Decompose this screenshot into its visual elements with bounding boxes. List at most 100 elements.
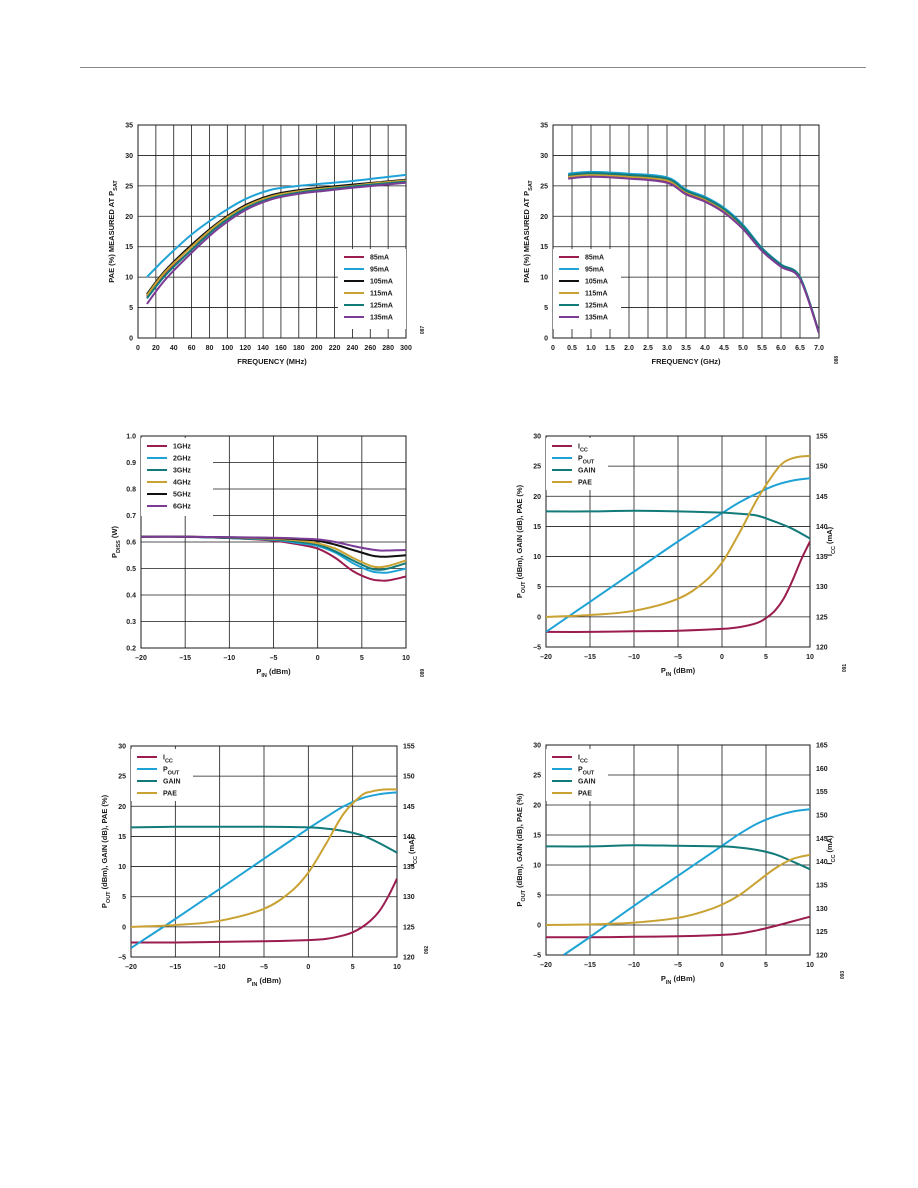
legend-label: 4GHz [173, 480, 191, 487]
y-tick-label: 20 [118, 804, 126, 811]
x-tick-label: 0.5 [567, 345, 577, 352]
legend-label: 6GHz [173, 504, 191, 511]
x-tick-label: 0 [316, 655, 320, 662]
x-tick-label: 6.0 [776, 345, 786, 352]
x-axis-label: PIN (dBm) [247, 976, 282, 988]
y-tick-label: 0.8 [126, 487, 136, 494]
y-axis-label: PAE (%) MEASURED AT PSAT [522, 180, 534, 283]
y-axis-label: POUT (dBm), GAIN (dB), PAE (%) [515, 484, 527, 598]
legend-label: POUT [578, 767, 595, 777]
figure-code: 092 [424, 946, 430, 955]
y2-tick-label: 120 [816, 645, 828, 652]
y2-tick-label: 140 [816, 859, 828, 866]
legend-label: GAIN [578, 779, 596, 786]
y-tick-label: 20 [533, 494, 541, 501]
legend-label: 135mA [370, 315, 393, 322]
x-tick-label: 10 [806, 654, 814, 661]
legend-box [338, 249, 406, 329]
y-tick-label: 0 [537, 923, 541, 930]
x-tick-label: 5.5 [757, 345, 767, 352]
y-tick-label: 10 [533, 863, 541, 870]
legend-label: 1GHz [173, 444, 191, 451]
y-tick-label: –5 [533, 645, 541, 652]
x-tick-label: 300 [400, 345, 412, 352]
series-line-pae [546, 454, 810, 618]
y-tick-label: 25 [125, 183, 133, 190]
x-axis-label: PIN (dBm) [661, 666, 696, 678]
x-tick-label: 0 [551, 345, 555, 352]
x-tick-label: 220 [329, 345, 341, 352]
x-tick-label: 1.5 [605, 345, 615, 352]
y-tick-label: 5 [537, 893, 541, 900]
legend-label: ICC [163, 755, 173, 765]
x-tick-label: –20 [540, 654, 552, 661]
y2-axis-label: ICC (mA) [825, 526, 837, 556]
figure-code: 088 [834, 356, 840, 365]
legend-box [553, 249, 621, 329]
series-line-pout [131, 791, 397, 949]
y2-tick-label: 130 [403, 894, 415, 901]
legend-label: 115mA [370, 291, 393, 298]
x-tick-label: –15 [584, 962, 596, 969]
x-tick-label: 5 [764, 654, 768, 661]
x-axis-label: FREQUENCY (MHz) [237, 357, 307, 366]
y-tick-label: 0.7 [126, 513, 136, 520]
y-tick-label: 0.5 [126, 566, 136, 573]
x-tick-label: 2.0 [624, 345, 634, 352]
series-line-icc [546, 541, 810, 633]
y-tick-label: 30 [118, 744, 126, 751]
y-tick-label: 0 [537, 614, 541, 621]
y-tick-label: 10 [533, 554, 541, 561]
series-group [141, 535, 406, 582]
plot-frame [130, 745, 398, 958]
legend-label: 5GHz [173, 492, 191, 499]
legend-label: POUT [163, 767, 180, 777]
y-tick-label: 20 [533, 803, 541, 810]
figure-code: 089 [420, 669, 426, 678]
legend-label: 3GHz [173, 468, 191, 475]
x-tick-label: 100 [221, 345, 233, 352]
y2-tick-label: 145 [403, 804, 415, 811]
y2-tick-label: 140 [816, 524, 828, 531]
y-tick-label: 20 [125, 214, 133, 221]
y-tick-label: 15 [533, 524, 541, 531]
legend-label: 135mA [585, 315, 608, 322]
legend-label: 125mA [370, 303, 393, 310]
y-tick-label: 5 [122, 894, 126, 901]
y-tick-label: 30 [533, 743, 541, 750]
y2-tick-label: 120 [816, 953, 828, 960]
y2-tick-label: 145 [816, 836, 828, 843]
y-tick-label: 15 [540, 244, 548, 251]
y2-tick-label: 135 [403, 864, 415, 871]
x-tick-label: 160 [275, 345, 287, 352]
y-tick-label: 25 [540, 183, 548, 190]
legend-label: 95mA [585, 267, 604, 274]
y-tick-label: 0.6 [126, 540, 136, 547]
x-tick-label: 80 [206, 345, 214, 352]
x-tick-label: –10 [628, 654, 640, 661]
y-tick-label: 0.9 [126, 460, 136, 467]
y2-tick-label: 165 [816, 743, 828, 750]
x-tick-label: 280 [382, 345, 394, 352]
figure-code: 087 [420, 326, 426, 335]
series-group [131, 788, 397, 949]
series-line-gain [131, 825, 397, 854]
y-tick-label: 0 [129, 336, 133, 343]
y-tick-label: 5 [129, 305, 133, 312]
figure-code: 093 [840, 971, 846, 980]
y2-tick-label: 160 [816, 766, 828, 773]
y-tick-label: 0.2 [126, 646, 136, 653]
y-tick-label: 0 [122, 924, 126, 931]
x-tick-label: 4.5 [719, 345, 729, 352]
y2-tick-label: 150 [816, 464, 828, 471]
series-line-135ma [568, 175, 819, 334]
legend-label: 85mA [585, 255, 604, 262]
series-group [546, 454, 810, 633]
series-group [568, 170, 819, 334]
x-tick-label: 10 [806, 962, 814, 969]
x-tick-label: –20 [125, 964, 137, 971]
